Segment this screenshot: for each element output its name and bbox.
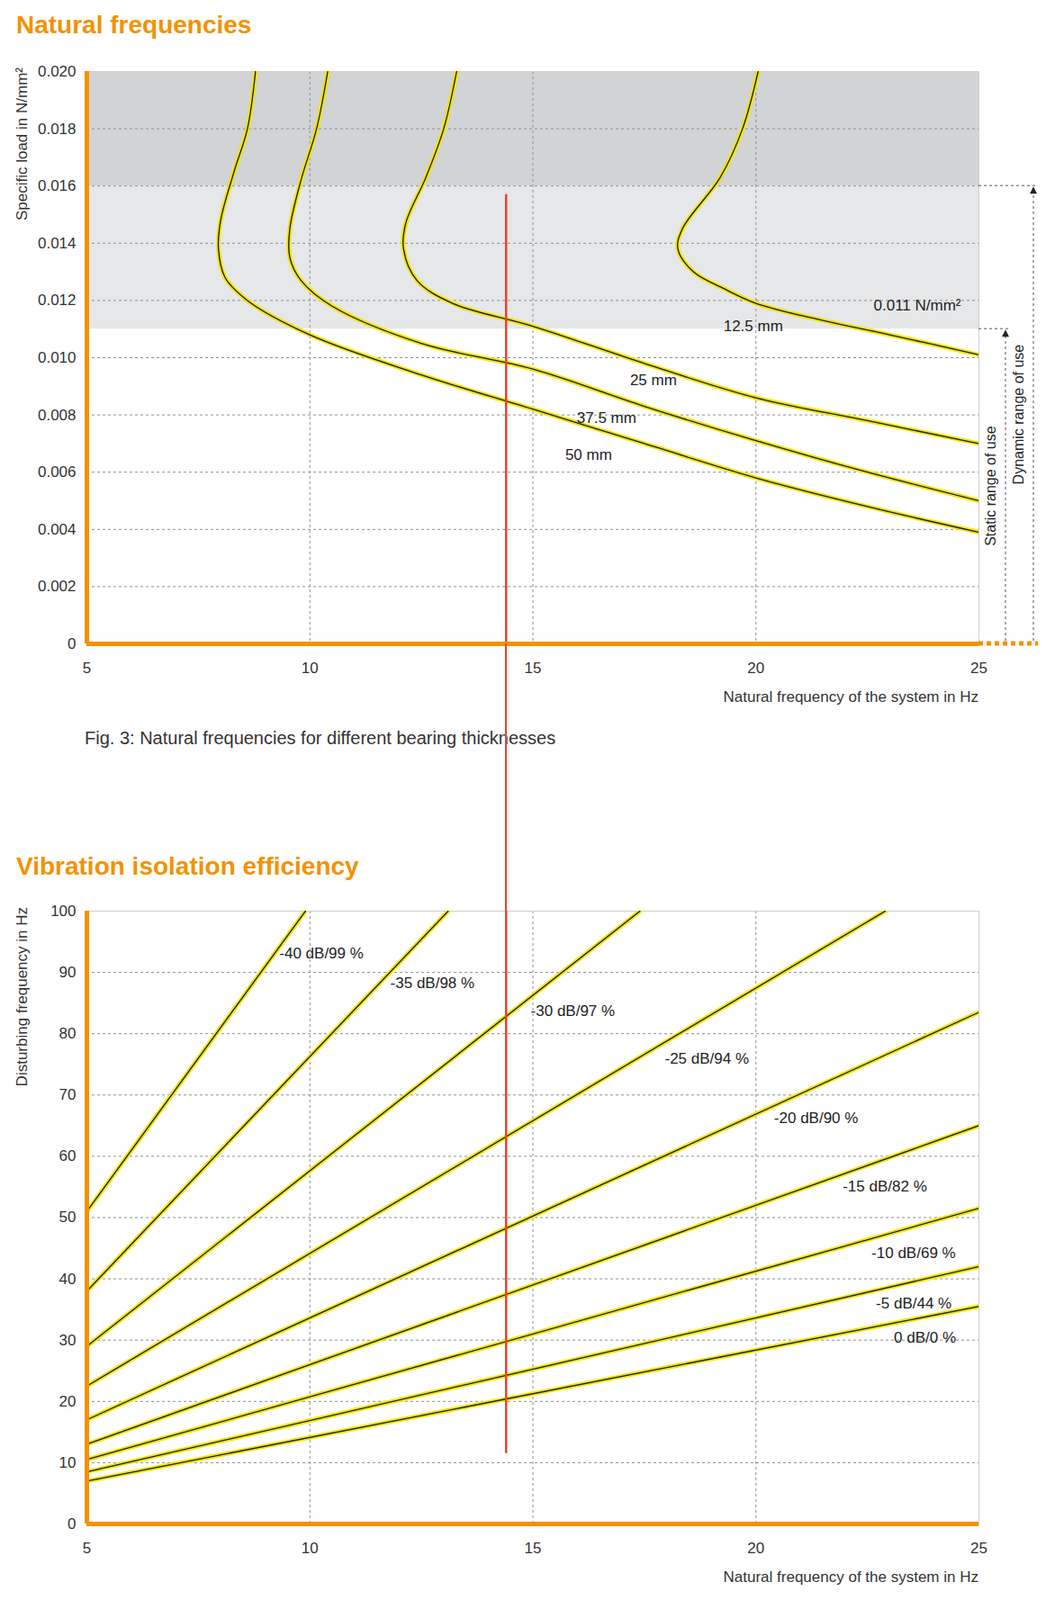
svg-text:-25 dB/94 %: -25 dB/94 % [664,1050,749,1068]
svg-text:-30 dB/97 %: -30 dB/97 % [531,1002,616,1020]
svg-text:0.010: 0.010 [37,349,77,367]
svg-text:20: 20 [59,1393,77,1411]
svg-text:0.002: 0.002 [37,577,77,596]
html-text:Fig. 3: Natural frequencies fo: Fig. 3: Natural frequencies for differen… [84,728,556,749]
svg-text:20: 20 [747,659,765,677]
svg-text:0.006: 0.006 [37,463,77,481]
svg-text:15: 15 [524,659,542,677]
svg-text:-35 dB/98 %: -35 dB/98 % [390,974,476,992]
svg-text:10: 10 [59,1454,77,1472]
svg-text:60: 60 [59,1147,77,1165]
svg-text:Dynamic range of use: Dynamic range of use [1010,344,1027,486]
svg-text:100: 100 [50,902,76,920]
svg-text:50: 50 [59,1208,77,1227]
svg-text:15: 15 [524,1540,542,1558]
svg-text:70: 70 [59,1086,77,1104]
svg-text:0.016: 0.016 [37,177,77,195]
svg-text:12.5 mm: 12.5 mm [723,317,784,335]
svg-text:10: 10 [301,659,319,677]
svg-text:80: 80 [59,1025,77,1043]
svg-text:Natural frequency of the syste: Natural frequency of the system in Hz [723,688,979,706]
svg-text:0: 0 [67,1515,76,1533]
html-text:Natural frequencies: Natural frequencies [16,10,252,39]
svg-text:0.011 N/mm²: 0.011 N/mm² [874,297,962,315]
svg-text:5: 5 [82,1540,91,1558]
svg-text:0.004: 0.004 [37,521,77,539]
svg-text:0.008: 0.008 [37,406,77,424]
svg-text:90: 90 [59,964,77,982]
html-text:Vibration isolation efficiency: Vibration isolation efficiency [16,852,359,881]
svg-text:40: 40 [59,1271,77,1289]
svg-text:10: 10 [301,1540,319,1558]
svg-text:-15 dB/82 %: -15 dB/82 % [842,1178,928,1196]
svg-text:-10 dB/69 %: -10 dB/69 % [871,1244,956,1263]
svg-text:5: 5 [82,659,91,677]
svg-text:-5 dB/44 %: -5 dB/44 % [875,1295,952,1313]
svg-text:25 mm: 25 mm [630,371,677,389]
svg-text:0 dB/0 %: 0 dB/0 % [893,1329,956,1347]
svg-text:0.018: 0.018 [37,120,77,138]
svg-text:0.020: 0.020 [37,63,77,81]
svg-text:Disturbing frequency in Hz: Disturbing frequency in Hz [13,907,31,1087]
svg-text:25: 25 [970,1540,988,1558]
svg-text:20: 20 [747,1540,765,1558]
svg-text:30: 30 [59,1332,77,1350]
svg-text:-20 dB/90 %: -20 dB/90 % [774,1109,859,1128]
svg-text:Specific load in N/mm²: Specific load in N/mm² [13,67,31,221]
svg-text:Natural frequency of the syste: Natural frequency of the system in Hz [723,1568,979,1587]
svg-text:25: 25 [970,659,988,677]
svg-text:50 mm: 50 mm [565,446,613,464]
svg-text:-40 dB/99 %: -40 dB/99 % [279,945,364,963]
svg-text:0.012: 0.012 [37,291,77,309]
svg-text:Static range of use: Static range of use [982,425,999,547]
svg-text:0.014: 0.014 [37,234,77,253]
svg-text:0: 0 [67,635,76,653]
svg-text:37.5 mm: 37.5 mm [577,409,637,427]
